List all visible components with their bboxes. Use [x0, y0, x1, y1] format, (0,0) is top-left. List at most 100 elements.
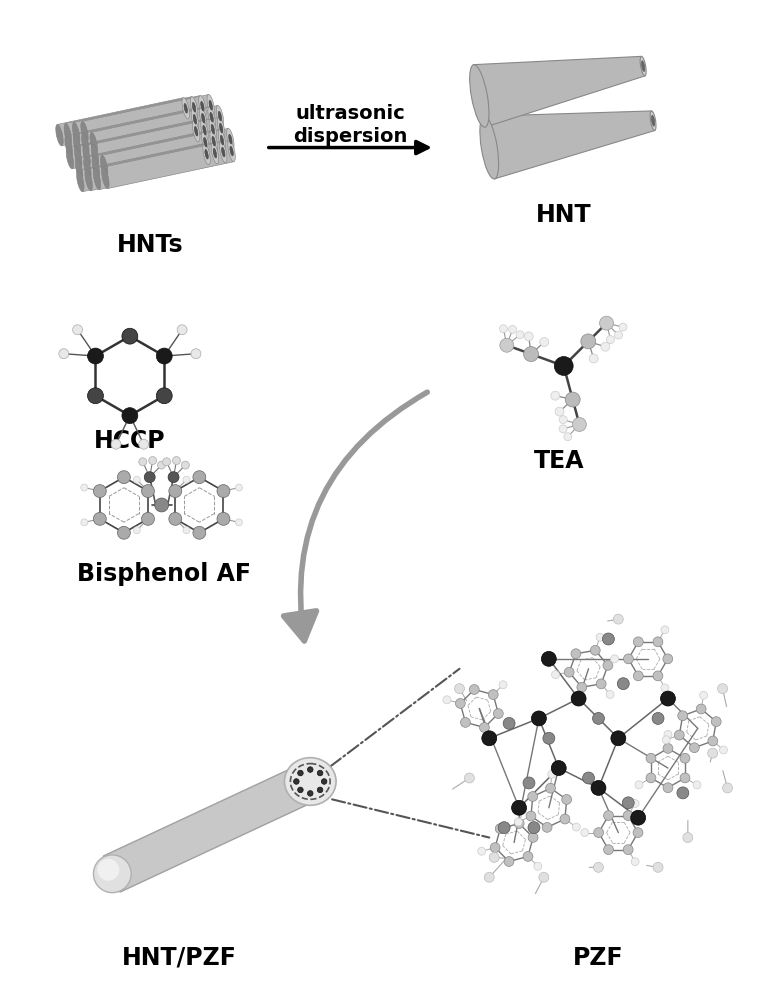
Text: HNT: HNT: [536, 203, 591, 227]
Ellipse shape: [470, 65, 489, 127]
Ellipse shape: [101, 155, 108, 177]
Ellipse shape: [210, 130, 217, 152]
Circle shape: [235, 484, 242, 491]
Circle shape: [572, 823, 580, 831]
Circle shape: [551, 761, 567, 776]
Polygon shape: [104, 763, 319, 892]
Circle shape: [708, 736, 717, 746]
Ellipse shape: [228, 134, 232, 144]
Ellipse shape: [220, 141, 227, 163]
Circle shape: [552, 671, 560, 679]
Circle shape: [678, 711, 687, 721]
Circle shape: [562, 795, 571, 804]
Circle shape: [163, 458, 170, 466]
Text: TEA: TEA: [533, 449, 584, 473]
Circle shape: [516, 331, 524, 339]
Ellipse shape: [194, 126, 198, 136]
Text: PZF: PZF: [574, 946, 624, 970]
Ellipse shape: [211, 124, 214, 134]
Polygon shape: [67, 109, 197, 157]
Ellipse shape: [184, 104, 187, 113]
Circle shape: [717, 684, 728, 694]
Ellipse shape: [211, 142, 218, 164]
Ellipse shape: [182, 98, 190, 119]
Circle shape: [499, 681, 507, 689]
Circle shape: [663, 654, 673, 664]
Circle shape: [478, 847, 485, 855]
Circle shape: [504, 857, 514, 866]
Circle shape: [118, 471, 130, 484]
Circle shape: [512, 800, 526, 815]
Ellipse shape: [205, 149, 208, 159]
Circle shape: [571, 649, 580, 659]
Ellipse shape: [200, 101, 204, 111]
Polygon shape: [94, 141, 225, 190]
Circle shape: [652, 712, 664, 724]
Circle shape: [663, 736, 670, 744]
Circle shape: [168, 472, 179, 483]
Ellipse shape: [65, 135, 73, 157]
Circle shape: [524, 332, 533, 341]
Circle shape: [528, 822, 540, 834]
Circle shape: [191, 349, 201, 359]
Circle shape: [480, 723, 489, 732]
Circle shape: [481, 731, 497, 746]
Circle shape: [631, 800, 639, 808]
Ellipse shape: [85, 169, 92, 191]
Ellipse shape: [90, 132, 98, 154]
Circle shape: [183, 527, 190, 534]
Circle shape: [515, 818, 522, 826]
Circle shape: [87, 388, 104, 404]
Circle shape: [464, 773, 474, 783]
Circle shape: [615, 331, 622, 339]
Circle shape: [653, 862, 663, 872]
Circle shape: [674, 730, 684, 740]
Circle shape: [321, 779, 327, 784]
Text: HNT/PZF: HNT/PZF: [122, 946, 237, 970]
Ellipse shape: [74, 146, 82, 168]
Circle shape: [622, 797, 634, 809]
Ellipse shape: [98, 859, 119, 881]
Ellipse shape: [218, 111, 221, 121]
Ellipse shape: [220, 123, 223, 133]
Circle shape: [603, 660, 613, 670]
Circle shape: [591, 780, 606, 795]
Circle shape: [87, 348, 104, 364]
Ellipse shape: [80, 121, 88, 143]
Ellipse shape: [210, 112, 214, 122]
Polygon shape: [91, 105, 222, 154]
Ellipse shape: [56, 124, 63, 146]
Circle shape: [181, 461, 190, 469]
Circle shape: [564, 667, 574, 677]
Polygon shape: [76, 120, 207, 168]
Text: dispersion: dispersion: [293, 127, 407, 146]
Ellipse shape: [64, 123, 71, 145]
Circle shape: [495, 824, 505, 834]
Polygon shape: [94, 129, 224, 178]
Ellipse shape: [200, 120, 208, 141]
Circle shape: [623, 811, 633, 820]
Circle shape: [594, 828, 604, 838]
Circle shape: [589, 354, 598, 363]
Ellipse shape: [214, 148, 217, 158]
Circle shape: [600, 316, 614, 330]
Polygon shape: [84, 118, 215, 167]
Ellipse shape: [227, 128, 234, 150]
Circle shape: [663, 743, 673, 753]
Circle shape: [193, 526, 206, 539]
Circle shape: [169, 512, 182, 525]
Circle shape: [183, 476, 190, 483]
Polygon shape: [87, 142, 217, 191]
Circle shape: [573, 418, 587, 431]
Circle shape: [543, 732, 555, 744]
Circle shape: [711, 717, 721, 727]
Circle shape: [217, 485, 230, 498]
Circle shape: [526, 811, 536, 821]
Circle shape: [546, 783, 556, 793]
Circle shape: [593, 712, 604, 724]
Circle shape: [118, 526, 130, 539]
Polygon shape: [82, 95, 213, 143]
Circle shape: [139, 458, 147, 466]
Text: ultrasonic: ultrasonic: [296, 104, 405, 123]
Polygon shape: [103, 140, 234, 189]
